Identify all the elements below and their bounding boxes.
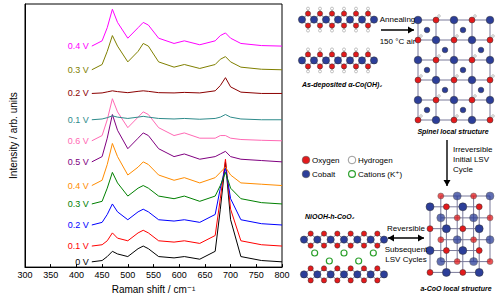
svg-text:750: 750	[249, 270, 264, 280]
svg-text:0.1 V: 0.1 V	[68, 241, 89, 251]
svg-text:0.4 V: 0.4 V	[68, 41, 89, 51]
svg-text:NiOOH-h-CoO₂: NiOOH-h-CoO₂	[305, 213, 355, 220]
svg-text:800: 800	[274, 270, 289, 280]
svg-text:As-deposited α-Co(OH)₂: As-deposited α-Co(OH)₂	[301, 81, 382, 89]
svg-text:Intensity / arb. units: Intensity / arb. units	[8, 92, 19, 179]
svg-text:450: 450	[95, 270, 110, 280]
svg-text:Irreversible: Irreversible	[453, 145, 493, 154]
svg-text:550: 550	[146, 270, 161, 280]
svg-text:0.4 V: 0.4 V	[68, 181, 89, 191]
svg-text:0.6 V: 0.6 V	[68, 136, 89, 146]
svg-text:400: 400	[69, 270, 84, 280]
svg-text:150 °C air: 150 °C air	[380, 37, 416, 46]
svg-text:Subsequent: Subsequent	[385, 245, 428, 254]
svg-text:a-CoO local structure: a-CoO local structure	[420, 285, 491, 292]
svg-text:0.2 V: 0.2 V	[68, 88, 89, 98]
svg-text:0.1 V: 0.1 V	[68, 115, 89, 125]
svg-text:Hydrogen: Hydrogen	[358, 156, 393, 165]
svg-text:Initial LSV: Initial LSV	[453, 155, 490, 164]
svg-text:300: 300	[17, 270, 32, 280]
svg-text:LSV Cycles: LSV Cycles	[385, 255, 426, 264]
svg-text:Spinel local structure: Spinel local structure	[417, 128, 488, 136]
svg-text:0.5 V: 0.5 V	[68, 157, 89, 167]
svg-text:0.3 V: 0.3 V	[68, 65, 89, 75]
svg-text:650: 650	[197, 270, 212, 280]
svg-text:Cations (K⁺): Cations (K⁺)	[358, 170, 403, 179]
svg-text:700: 700	[223, 270, 238, 280]
svg-text:Oxygen: Oxygen	[312, 156, 340, 165]
svg-text:0 V: 0 V	[75, 257, 89, 267]
svg-text:600: 600	[172, 270, 187, 280]
svg-text:0.3 V: 0.3 V	[68, 199, 89, 209]
svg-text:350: 350	[43, 270, 58, 280]
svg-text:500: 500	[120, 270, 135, 280]
svg-text:Annealing: Annealing	[380, 15, 416, 24]
svg-text:Raman shift / cm⁻¹: Raman shift / cm⁻¹	[112, 284, 196, 295]
svg-text:0.2 V: 0.2 V	[68, 220, 89, 230]
svg-text:Cobalt: Cobalt	[312, 170, 336, 179]
svg-text:Cycle: Cycle	[453, 165, 474, 174]
svg-text:Reversible: Reversible	[387, 224, 425, 233]
